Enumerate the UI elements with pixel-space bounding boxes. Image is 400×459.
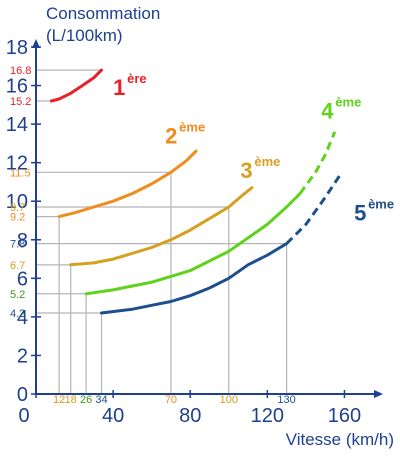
series-label-sup-5: ème [368, 197, 394, 212]
y-ref-label-8: 15.2 [10, 96, 31, 108]
series-label-sup-1: ère [127, 71, 147, 86]
series-line-4 [84, 192, 302, 296]
x-axis-title: Vitesse (km/h) [285, 430, 394, 449]
series-label-1: 1 [113, 75, 125, 100]
y-tick-label-14: 14 [6, 114, 28, 136]
y-ref-label-6: 7.8 [10, 239, 25, 251]
y-tick-label-18: 18 [6, 37, 28, 59]
y-axis-title-line2: (L/100km) [46, 26, 123, 45]
y-ref-label-5: 9.7 [10, 202, 25, 214]
series-label-2: 2 [165, 123, 177, 148]
series-line-3 [69, 186, 254, 267]
y-tick-label-8: 8 [17, 230, 28, 252]
x-tick-label-80: 80 [179, 405, 201, 427]
y-axis-title-line1: Consommation [46, 4, 161, 23]
x-tick-label-120: 120 [251, 405, 284, 427]
series-line-2 [57, 149, 198, 219]
y-ref-label-4: 11.5 [10, 167, 31, 179]
y-tick-label-0: 0 [17, 384, 28, 406]
series-line-1 [49, 68, 103, 103]
y-axis-arrow-icon [32, 39, 40, 48]
x-ref-label-3: 34 [95, 394, 107, 406]
x-axis-arrow-icon [374, 390, 383, 398]
series-label-sup-3: ème [254, 154, 280, 169]
series-line-5 [100, 242, 289, 315]
x-tick-label-40: 40 [102, 405, 124, 427]
y-tick-label-6: 6 [17, 268, 28, 290]
x-tick-label-160: 160 [328, 405, 361, 427]
y-tick-label-2: 2 [17, 345, 28, 367]
y-tick-label-10: 10 [6, 191, 28, 213]
series-dashed-line-4 [298, 131, 337, 195]
y-tick-label-4: 4 [17, 307, 28, 329]
y-ref-label-3: 4.2 [10, 308, 25, 320]
x-ref-label-6: 130 [277, 394, 295, 406]
x-tick-label-0: 0 [18, 405, 29, 427]
y-tick-label-12: 12 [6, 153, 28, 175]
series-label-4: 4 [321, 98, 334, 123]
series-label-sup-2: ème [179, 119, 205, 134]
x-ref-label-1: 18 [65, 394, 77, 406]
y-ref-label-0: 9.2 [10, 212, 25, 224]
y-ref-label-1: 6.7 [10, 260, 25, 272]
x-ref-label-2: 26 [80, 394, 92, 406]
y-tick-label-16: 16 [6, 76, 28, 98]
y-ref-label-7: 16.8 [10, 65, 31, 77]
series-label-sup-4: ème [335, 94, 361, 109]
y-ref-label-2: 5.2 [10, 289, 25, 301]
series-label-5: 5 [354, 201, 366, 226]
x-ref-label-4: 70 [165, 394, 177, 406]
x-ref-label-0: 12 [53, 394, 65, 406]
series-label-3: 3 [240, 158, 252, 183]
series-dashed-line-5 [285, 173, 342, 245]
x-ref-label-5: 100 [220, 394, 238, 406]
